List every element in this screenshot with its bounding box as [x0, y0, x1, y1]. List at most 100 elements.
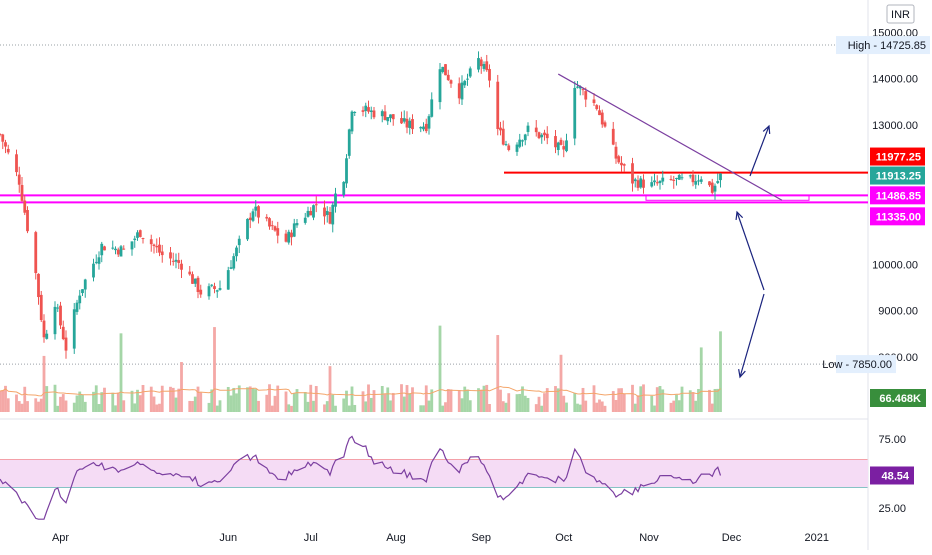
candle-body	[559, 139, 563, 145]
candle-body	[699, 179, 703, 182]
rsi-band	[0, 459, 868, 488]
volume-bar	[515, 394, 519, 412]
volume-bar	[295, 389, 299, 412]
candle-body	[290, 232, 293, 238]
candle-body	[4, 142, 7, 147]
volume-bar	[1, 390, 5, 412]
volume-bar	[191, 401, 194, 412]
volume-bar	[218, 400, 222, 412]
support-zone-box	[645, 194, 810, 201]
volume-bar	[460, 398, 464, 412]
volume-bar	[53, 384, 57, 412]
candle-body	[688, 175, 692, 177]
volume-bar	[537, 396, 541, 412]
volume-bar	[449, 389, 453, 412]
volume-bar	[554, 386, 557, 412]
candle-body	[45, 333, 49, 339]
currency-badge[interactable]	[886, 4, 915, 24]
volume-bar	[633, 403, 637, 412]
candle-body	[380, 111, 384, 117]
volume-bar	[158, 403, 161, 412]
price-axis[interactable]: 15000.0014000.0013000.0012000.0011000.00…	[872, 4, 918, 515]
volume-bar	[565, 402, 568, 412]
volume-bar	[444, 402, 447, 412]
candle-body	[248, 217, 252, 221]
candle-body	[581, 89, 585, 91]
volume-bar	[507, 393, 511, 412]
candle-body	[457, 83, 461, 99]
candle-body	[334, 193, 337, 207]
volume-bar	[383, 394, 387, 412]
volume-bar	[42, 355, 46, 412]
volume-bar	[251, 388, 255, 412]
candle-body	[122, 248, 126, 250]
candle-body	[207, 286, 211, 297]
candle-body	[26, 210, 29, 232]
volume-bar	[119, 333, 123, 412]
volume-bar	[64, 400, 68, 412]
volume-bar	[485, 384, 489, 412]
volume-bar	[254, 389, 258, 412]
time-tick-label: Oct	[555, 532, 572, 544]
candle-body	[97, 257, 101, 264]
candle-body	[411, 119, 414, 130]
time-axis[interactable]: Apr Jun Jul Aug Sep Oct Nov Dec 2021	[52, 532, 829, 544]
candle-body	[386, 117, 390, 122]
candle-body	[158, 244, 161, 253]
candle-body	[177, 260, 181, 263]
volume-bar	[97, 404, 101, 412]
volume-bar	[39, 398, 43, 412]
candle-body	[639, 178, 643, 188]
candle-body	[677, 175, 681, 180]
volume-bar	[130, 390, 134, 412]
candle-body	[130, 241, 134, 250]
candle-body	[402, 118, 406, 122]
volume-bar	[479, 389, 483, 412]
volume-bar	[699, 347, 703, 412]
volume-bar	[631, 384, 634, 412]
candle-body	[287, 231, 291, 243]
candle-body	[573, 87, 577, 139]
volume-bar	[78, 391, 82, 412]
volume-bar	[534, 404, 538, 412]
volume-bar	[207, 402, 211, 412]
volume-bar	[290, 405, 293, 412]
candle-body	[449, 80, 453, 84]
volume-bar	[210, 389, 214, 412]
candle-body	[1, 134, 5, 142]
candle-body	[268, 218, 271, 227]
candle-body	[405, 118, 409, 128]
volume-bar	[248, 386, 252, 412]
candle-body	[246, 218, 249, 240]
volume-bar	[350, 386, 354, 412]
price-tag-3: 11335.00	[876, 211, 921, 223]
candle-body	[400, 118, 403, 124]
volume-bar	[94, 385, 98, 412]
volume-bar	[578, 404, 582, 412]
candle-body	[595, 105, 599, 110]
arrow-to-support-head	[735, 210, 744, 221]
volume-bar	[20, 403, 24, 412]
volume-bar	[114, 405, 117, 412]
price-tick-label: 13000.00	[872, 120, 918, 132]
volume-bar	[677, 400, 681, 412]
candle-body	[479, 59, 483, 67]
candle-body	[103, 246, 106, 251]
candle-body	[419, 126, 423, 129]
price-tag-1-bg	[870, 166, 925, 185]
volume-bar	[226, 386, 230, 412]
volume-bar	[323, 404, 326, 412]
volume-bar	[17, 401, 21, 412]
candle-body	[658, 180, 662, 184]
candle-body	[309, 210, 313, 216]
candle-body	[592, 99, 596, 104]
volume-bar	[188, 400, 192, 412]
candle-body	[600, 112, 604, 125]
volume-bar	[257, 400, 260, 412]
candle-body	[653, 180, 656, 183]
volume-bar	[347, 405, 351, 412]
candle-body	[114, 248, 117, 251]
volume-bar	[345, 390, 348, 412]
